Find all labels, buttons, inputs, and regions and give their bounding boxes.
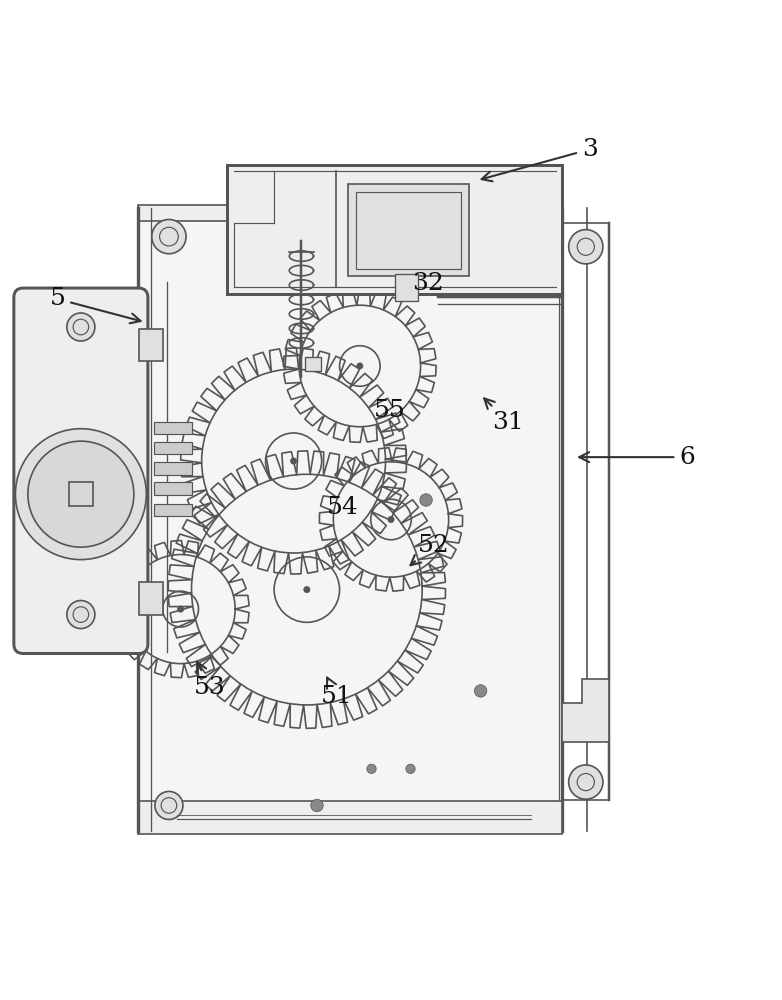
Bar (154, 482, 192, 495)
Bar (138, 329, 163, 361)
Bar (348, 184, 469, 276)
Text: 54: 54 (327, 496, 359, 519)
Circle shape (303, 586, 310, 593)
Circle shape (28, 441, 134, 547)
Circle shape (155, 791, 183, 819)
Bar (154, 462, 192, 475)
Bar (69, 482, 92, 506)
Circle shape (152, 219, 186, 254)
Circle shape (290, 458, 296, 464)
Circle shape (357, 363, 363, 369)
Text: 5: 5 (49, 287, 141, 323)
Bar (138, 208, 562, 831)
Circle shape (475, 685, 487, 697)
Circle shape (569, 765, 603, 799)
Circle shape (367, 764, 376, 774)
Circle shape (406, 764, 415, 774)
Circle shape (66, 601, 95, 629)
Text: 53: 53 (195, 662, 226, 699)
Bar (154, 504, 192, 516)
Circle shape (420, 494, 432, 506)
Text: 52: 52 (411, 534, 450, 565)
Polygon shape (562, 679, 609, 742)
Circle shape (388, 516, 394, 523)
Circle shape (16, 429, 146, 560)
Bar (228, 165, 562, 294)
Bar (356, 192, 461, 269)
Bar (395, 274, 418, 301)
Text: 51: 51 (321, 678, 352, 708)
Text: 3: 3 (482, 138, 597, 181)
Circle shape (310, 799, 323, 812)
Text: 55: 55 (374, 399, 405, 422)
Bar (154, 422, 192, 434)
Text: 6: 6 (579, 446, 695, 469)
Bar (138, 205, 562, 221)
Circle shape (569, 230, 603, 264)
Circle shape (66, 313, 95, 341)
Bar (154, 442, 192, 454)
Bar (305, 357, 321, 371)
Text: 32: 32 (413, 272, 444, 295)
Text: 31: 31 (484, 398, 524, 434)
FancyBboxPatch shape (14, 288, 148, 654)
Bar (138, 582, 163, 615)
Circle shape (178, 606, 184, 612)
Bar (138, 801, 562, 834)
